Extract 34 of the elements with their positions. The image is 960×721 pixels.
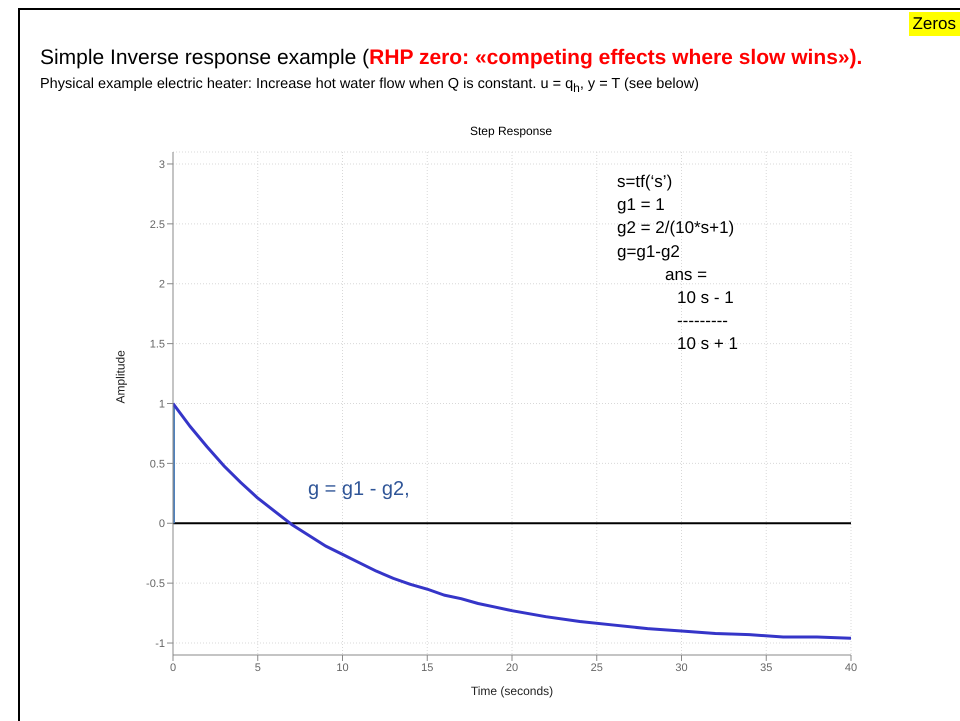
annotation: ans = bbox=[665, 264, 708, 285]
y-tick-label: 1.5 bbox=[150, 338, 165, 351]
y-tick-label: 1 bbox=[158, 398, 165, 410]
y-tick-label: 3 bbox=[158, 158, 165, 171]
annotation: --------- bbox=[677, 311, 728, 332]
x-tick-label: 25 bbox=[590, 662, 603, 674]
annotation: g1 = 1 bbox=[617, 195, 665, 216]
x-tick-label: 0 bbox=[170, 662, 176, 674]
text: Zeros bbox=[908, 12, 960, 36]
x-tick-label: 20 bbox=[506, 662, 518, 674]
x-tick-label: 15 bbox=[421, 662, 434, 674]
y-tick-label: -0.5 bbox=[146, 578, 165, 590]
x-tick-label: 30 bbox=[675, 662, 688, 674]
line-series bbox=[173, 402, 851, 640]
annotation: g = g1 - g2, bbox=[308, 478, 410, 501]
annotation: 10 s - 1 bbox=[677, 288, 734, 308]
y-tick-label: 0.5 bbox=[150, 458, 165, 470]
chart-title: Simple Inverse response example (RHP zero: «competing effects where slow wins»). bbox=[40, 46, 862, 70]
x-tick-label: 10 bbox=[336, 662, 349, 674]
annotation: 10 s + 1 bbox=[677, 334, 738, 354]
annotation: s=tf(‘s’) bbox=[617, 172, 672, 192]
y-tick-label: 2 bbox=[158, 278, 165, 291]
x-tick-label: 40 bbox=[844, 662, 858, 674]
x-tick-label: 5 bbox=[254, 662, 261, 674]
y-axis-title: Amplitude bbox=[113, 350, 128, 404]
annotation: g2 = 2/(10*s+1) bbox=[617, 218, 734, 238]
x-tick-label: 35 bbox=[760, 662, 772, 674]
text: Step Response bbox=[470, 124, 552, 138]
y-tick-label: 0 bbox=[158, 518, 165, 530]
x-axis-title: Time (seconds) bbox=[470, 684, 554, 698]
chart-subtitle: Physical example electric heater: Increase hot water flow when Q is constant. u = q$_{h}$, y = T (see below) bbox=[40, 76, 700, 95]
y-tick-label: 2.5 bbox=[150, 218, 165, 231]
annotation: g=g1-g2 bbox=[617, 242, 680, 262]
y-tick-label: -1 bbox=[155, 638, 165, 650]
